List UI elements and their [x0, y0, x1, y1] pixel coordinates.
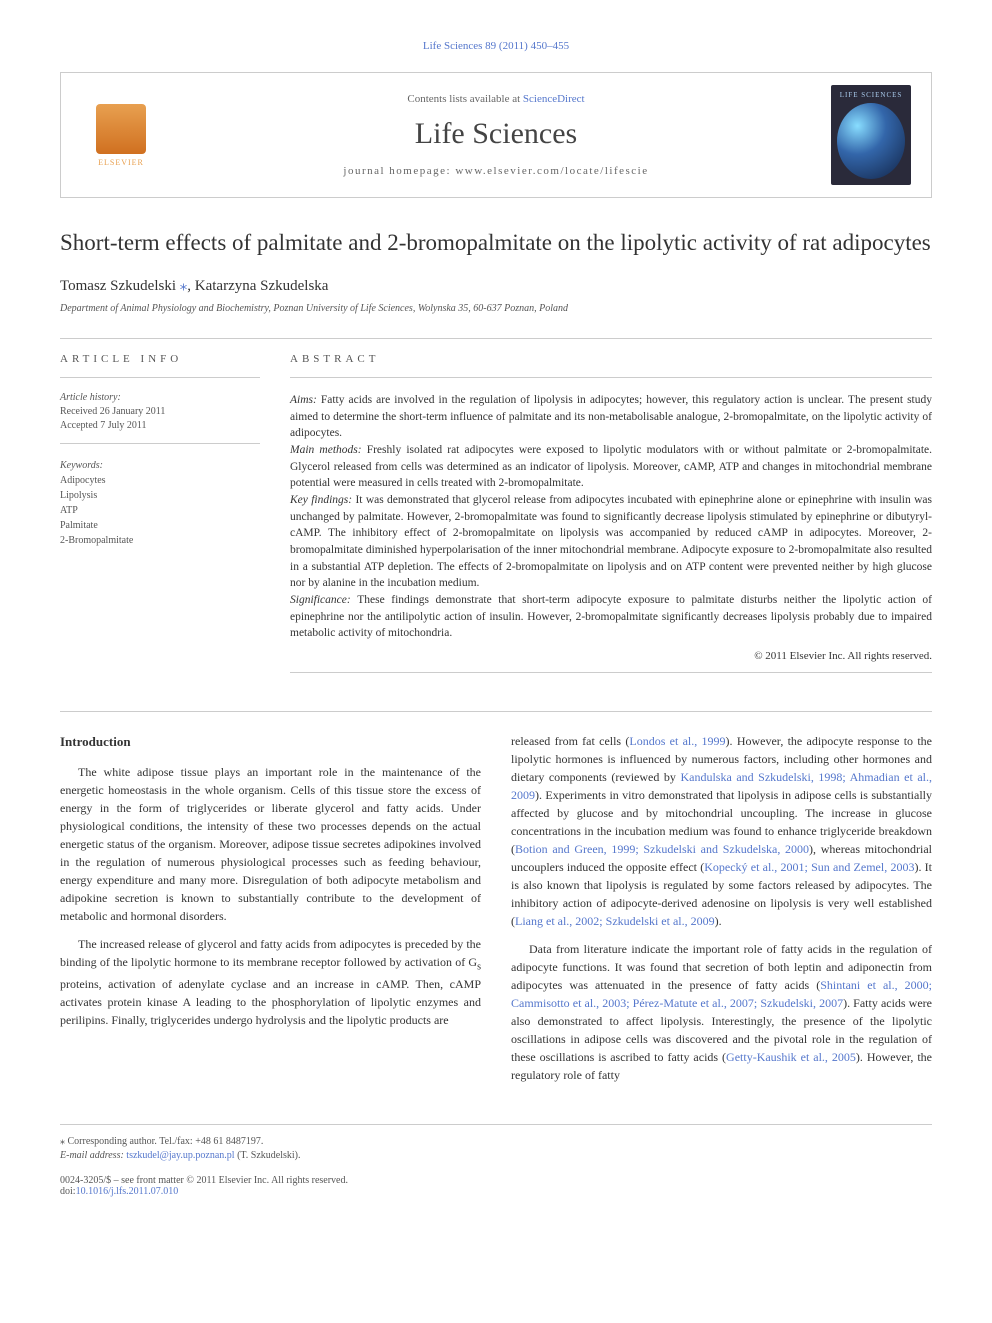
- intro-p1: The white adipose tissue plays an import…: [60, 763, 481, 925]
- email-line: E-mail address: tszkudel@jay.up.poznan.p…: [60, 1149, 481, 1163]
- journal-homepage: journal homepage: www.elsevier.com/locat…: [161, 165, 831, 177]
- left-column: Introduction The white adipose tissue pl…: [60, 732, 481, 1094]
- received-date: Received 26 January 2011: [60, 405, 260, 419]
- journal-header: ELSEVIER Contents lists available at Sci…: [60, 72, 932, 198]
- introduction-head: Introduction: [60, 732, 481, 752]
- keyword: Adipocytes: [60, 473, 260, 488]
- signif-label: Significance:: [290, 594, 357, 606]
- journal-cover: LIFE SCIENCES: [831, 85, 911, 185]
- sciencedirect-link[interactable]: ScienceDirect: [523, 93, 585, 105]
- body-columns: Introduction The white adipose tissue pl…: [60, 732, 932, 1094]
- journal-name: Life Sciences: [161, 117, 831, 151]
- affiliation: Department of Animal Physiology and Bioc…: [60, 303, 932, 314]
- author-1: Tomasz Szkudelski: [60, 278, 180, 294]
- ref-link[interactable]: Botion and Green, 1999; Szkudelski and S…: [515, 842, 809, 856]
- history-head: Article history:: [60, 392, 260, 403]
- keyword: Palmitate: [60, 518, 260, 533]
- doi-line: doi:10.1016/j.lfs.2011.07.010: [60, 1186, 932, 1197]
- keyword: ATP: [60, 503, 260, 518]
- cover-image: [837, 103, 905, 179]
- methods-label: Main methods:: [290, 444, 367, 456]
- abstract-label: abstract: [290, 353, 932, 365]
- findings-label: Key findings:: [290, 494, 355, 506]
- article-info-column: article info Article history: Received 2…: [60, 353, 260, 687]
- keyword: 2-Bromopalmitate: [60, 533, 260, 548]
- citation-link[interactable]: Life Sciences 89 (2011) 450–455: [423, 40, 569, 52]
- authors: Tomasz Szkudelski ⁎, Katarzyna Szkudelsk…: [60, 276, 932, 295]
- footer: ⁎ Corresponding author. Tel./fax: +48 61…: [60, 1124, 932, 1163]
- aims-label: Aims:: [290, 394, 321, 406]
- footer-bottom: 0024-3205/$ – see front matter © 2011 El…: [60, 1175, 932, 1197]
- ref-link[interactable]: Londos et al., 1999: [629, 734, 725, 748]
- intro-p2: The increased release of glycerol and fa…: [60, 935, 481, 1028]
- issn-line: 0024-3205/$ – see front matter © 2011 El…: [60, 1175, 932, 1186]
- abstract-column: abstract Aims: Fatty acids are involved …: [290, 353, 932, 687]
- methods-text: Freshly isolated rat adipocytes were exp…: [290, 444, 932, 489]
- keywords-list: Adipocytes Lipolysis ATP Palmitate 2-Bro…: [60, 473, 260, 548]
- author-2: , Katarzyna Szkudelska: [187, 278, 328, 294]
- elsevier-tree-icon: [96, 104, 146, 154]
- cover-label: LIFE SCIENCES: [840, 91, 903, 99]
- contents-line: Contents lists available at ScienceDirec…: [161, 93, 831, 105]
- signif-text: These findings demonstrate that short-te…: [290, 594, 932, 639]
- aims-text: Fatty acids are involved in the regulati…: [290, 394, 932, 439]
- citation-header: Life Sciences 89 (2011) 450–455: [60, 40, 932, 52]
- elsevier-logo-text: ELSEVIER: [98, 158, 144, 167]
- keyword: Lipolysis: [60, 488, 260, 503]
- article-title: Short-term effects of palmitate and 2-br…: [60, 228, 932, 258]
- elsevier-logo: ELSEVIER: [81, 95, 161, 175]
- divider: [60, 338, 932, 339]
- article-info-label: article info: [60, 353, 260, 365]
- doi-link[interactable]: 10.1016/j.lfs.2011.07.010: [76, 1186, 179, 1197]
- ref-link[interactable]: Kopecký et al., 2001; Sun and Zemel, 200…: [704, 860, 914, 874]
- intro-p4: Data from literature indicate the import…: [511, 940, 932, 1084]
- email-link[interactable]: tszkudel@jay.up.poznan.pl: [126, 1150, 234, 1161]
- findings-text: It was demonstrated that glycerol releas…: [290, 494, 932, 589]
- ref-link[interactable]: Getty-Kaushik et al., 2005: [726, 1050, 856, 1064]
- corresponding-note: ⁎ Corresponding author. Tel./fax: +48 61…: [60, 1135, 481, 1149]
- keywords-head: Keywords:: [60, 460, 260, 471]
- ref-link[interactable]: Liang et al., 2002; Szkudelski et al., 2…: [515, 914, 715, 928]
- abstract-copyright: © 2011 Elsevier Inc. All rights reserved…: [290, 650, 932, 662]
- accepted-date: Accepted 7 July 2011: [60, 419, 260, 433]
- right-column: released from fat cells (Londos et al., …: [511, 732, 932, 1094]
- intro-p3: released from fat cells (Londos et al., …: [511, 732, 932, 930]
